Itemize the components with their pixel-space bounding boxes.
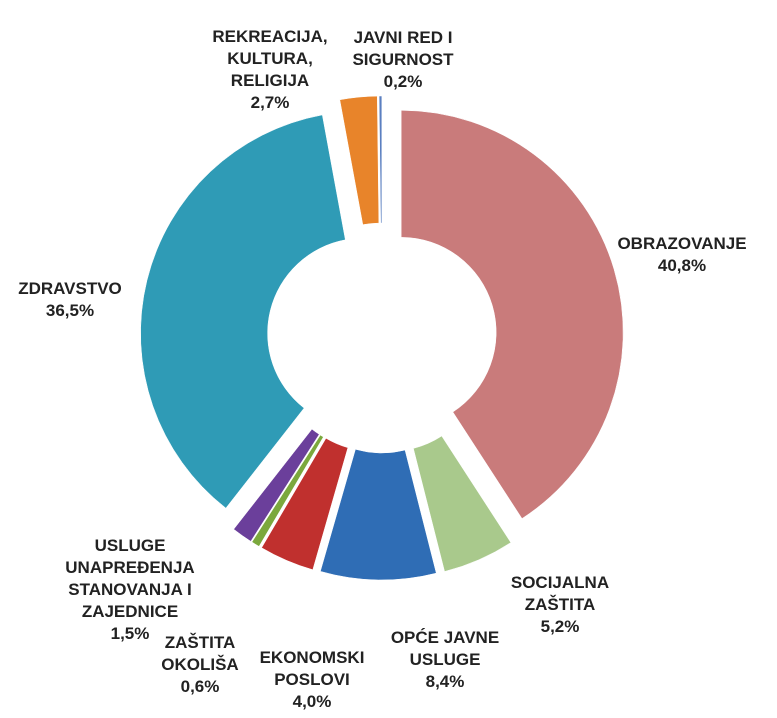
data-label: USLUGE UNAPREĐENJA STANOVANJA I ZAJEDNIC… — [50, 535, 210, 645]
category-label: OBRAZOVANJE — [617, 234, 747, 253]
data-label: SOCIJALNA ZAŠTITA 5,2% — [505, 572, 615, 638]
slice — [400, 110, 624, 519]
value-label: 5,2% — [540, 617, 580, 636]
category-label: SOCIJALNA ZAŠTITA — [510, 573, 610, 614]
category-label: USLUGE UNAPREĐENJA STANOVANJA I ZAJEDNIC… — [65, 536, 195, 621]
slice — [413, 435, 512, 572]
slice — [378, 95, 383, 224]
slice — [140, 114, 346, 509]
data-label: OPĆE JAVNE USLUGE 8,4% — [380, 627, 510, 693]
value-label: 2,7% — [250, 93, 290, 112]
slice — [233, 428, 320, 542]
category-label: JAVNI RED I SIGURNOST — [352, 28, 454, 69]
data-label: JAVNI RED I SIGURNOST 0,2% — [343, 27, 463, 93]
category-label: ZDRAVSTVO — [18, 279, 122, 298]
category-label: OPĆE JAVNE USLUGE — [390, 628, 500, 669]
value-label: 0,6% — [180, 677, 220, 696]
slice — [320, 448, 437, 581]
value-label: 8,4% — [425, 672, 465, 691]
data-label: REKREACIJA, KULTURA, RELIGIJA 2,7% — [205, 26, 335, 114]
value-label: 40,8% — [657, 256, 707, 275]
slice — [251, 434, 324, 547]
value-label: 4,0% — [292, 692, 332, 711]
category-label: EKONOMSKI POSLOVI — [259, 648, 365, 689]
slice — [261, 437, 349, 571]
value-label: 0,2% — [383, 72, 423, 91]
value-label: 36,5% — [45, 301, 95, 320]
category-label: ZAŠTITA OKOLIŠA — [161, 633, 239, 674]
data-label: EKONOMSKI POSLOVI 4,0% — [252, 647, 372, 713]
value-label: 1,5% — [110, 624, 150, 643]
category-label: REKREACIJA, KULTURA, RELIGIJA — [212, 27, 328, 90]
data-label: ZDRAVSTVO 36,5% — [5, 278, 135, 322]
data-label: OBRAZOVANJE 40,8% — [607, 233, 757, 277]
data-label: ZAŠTITA OKOLIŠA 0,6% — [155, 632, 245, 698]
slice — [339, 95, 380, 225]
